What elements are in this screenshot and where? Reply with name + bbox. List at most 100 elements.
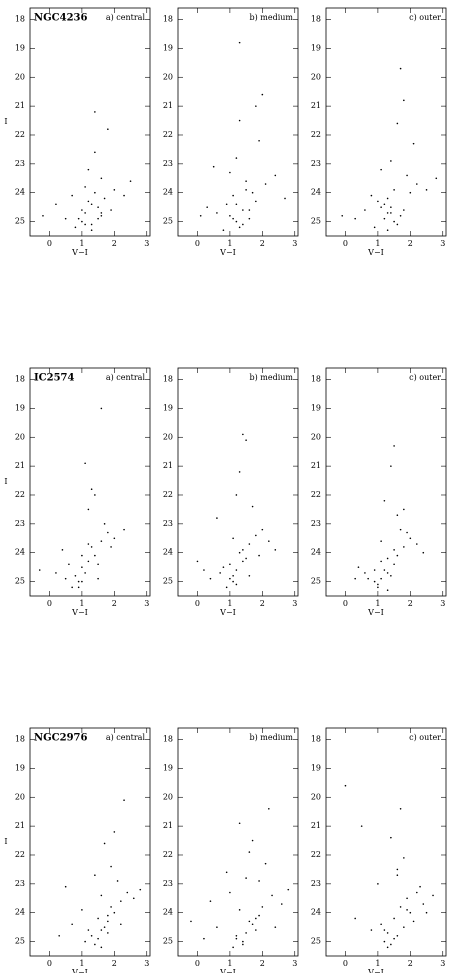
y-tick-label: 25 [311,937,321,946]
point [258,880,260,882]
y-tick-label: 22 [311,850,321,859]
point [77,586,80,589]
point [403,209,405,211]
galaxy-name: NGC2976 [34,733,88,744]
point [84,572,86,574]
plot-frame [29,367,151,597]
point [416,891,418,894]
x-tick-label: 2 [260,959,265,968]
point [380,577,382,580]
point [103,523,106,525]
y-tick-label: 22 [163,850,173,859]
point [238,909,241,911]
point [120,900,122,902]
point [55,203,57,206]
point [232,574,234,577]
point [68,563,70,566]
point [229,563,231,566]
point [364,209,366,211]
point [242,223,244,226]
x-tick-label: 0 [47,239,52,248]
point [235,569,238,571]
point [377,583,379,586]
x-tick-label: 0 [343,959,348,968]
point [232,194,234,197]
point [409,911,412,914]
point [81,554,83,557]
y-tick-label: 22 [163,490,173,499]
point [251,923,254,926]
point [268,540,270,542]
point [271,894,273,897]
point [261,93,264,96]
point [81,909,83,911]
point [248,217,251,220]
point [123,528,125,531]
point [377,586,379,589]
point [248,851,251,853]
point [396,122,399,125]
point [393,445,395,447]
point [403,857,405,859]
y-tick-label: 21 [163,821,173,830]
point [393,917,395,920]
point [406,909,408,911]
point [110,546,112,548]
point [203,569,205,571]
point [235,203,238,206]
y-tick-label: 21 [15,821,25,830]
point [245,189,247,191]
point [360,825,363,827]
y-tick-label: 18 [15,735,25,744]
point [386,589,389,592]
point [242,940,244,943]
y-tick-label: 20 [311,792,321,801]
point [190,920,192,923]
point [386,946,389,949]
y-tick-label: 25 [163,937,173,946]
x-tick-label: 3 [440,239,445,248]
point [225,586,228,589]
point [84,212,86,214]
y-tick-label: 20 [15,792,25,801]
x-tick-label: 1 [79,599,84,608]
point [100,894,103,897]
y-tick-label: 24 [15,548,25,557]
x-axis-label: V−I [219,608,236,617]
point [274,549,277,551]
x-tick-label: 3 [292,239,297,248]
y-tick-label: 24 [15,188,25,197]
point [390,465,392,467]
x-tick-label: 2 [112,599,117,608]
point [373,569,376,571]
x-axis-label: V−I [71,248,88,257]
y-tick-label: 18 [163,15,173,24]
point [126,891,129,894]
point [435,177,438,180]
point [84,186,86,188]
y-tick-label: 21 [15,461,25,470]
point [209,577,212,580]
point [107,914,109,917]
point [412,920,415,923]
x-tick-label: 0 [343,599,348,608]
x-axis-label: V−I [367,608,384,617]
point [238,119,241,122]
y-tick-label: 18 [15,15,25,24]
point [81,566,83,568]
point [245,439,247,441]
plot-frame [177,727,299,957]
y-axis-label: I [4,837,7,846]
point [238,822,241,825]
point [90,229,93,232]
panel-label: a) central [106,373,146,382]
point [64,577,67,580]
point [94,943,96,946]
point [255,917,257,920]
point [425,189,428,191]
x-tick-label: 3 [144,599,149,608]
point [386,557,389,560]
y-tick-label: 22 [15,850,25,859]
point [225,871,228,874]
point [219,572,221,574]
